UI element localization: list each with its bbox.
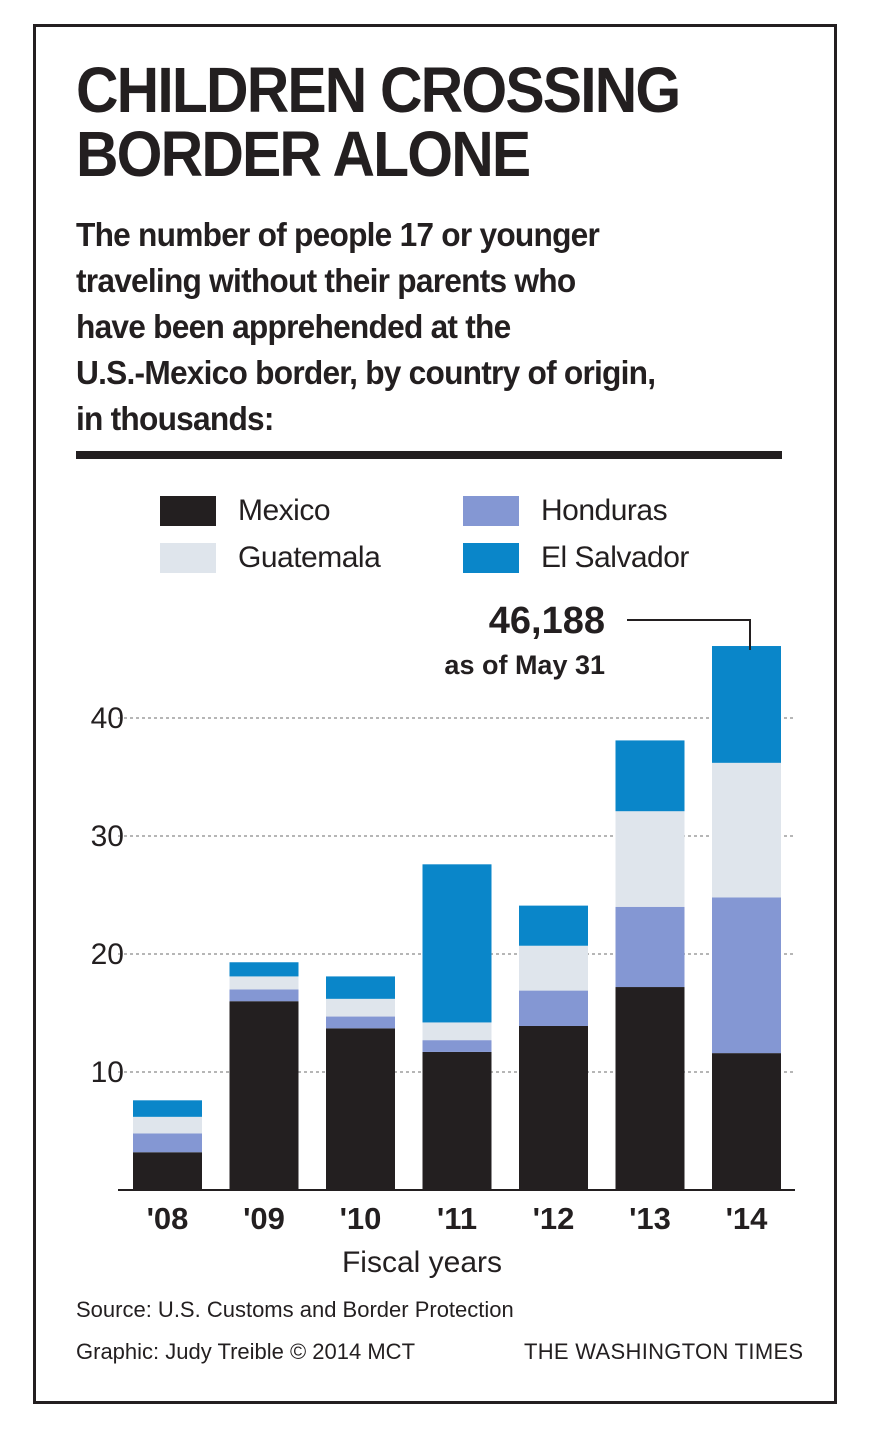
y-tick-label-10: 10 <box>91 1056 124 1089</box>
subtitle-line-2: traveling without their parents who <box>76 262 576 299</box>
bar-guatemala-08 <box>133 1116 202 1134</box>
bar-guatemala-10 <box>326 998 395 1017</box>
bar-guatemala-11 <box>422 1022 492 1041</box>
bar-el-salvador-10 <box>326 976 395 999</box>
bar-mexico-13 <box>615 987 685 1190</box>
bar-el-salvador-09 <box>229 962 299 977</box>
bar-honduras-10 <box>326 1016 395 1029</box>
bar-honduras-11 <box>422 1040 492 1052</box>
y-tick-label-40: 40 <box>91 702 124 735</box>
bar-mexico-11 <box>422 1051 492 1190</box>
subtitle-line-5: in thousands: <box>76 400 274 437</box>
y-tick-labels: 10 20 30 40 <box>91 702 124 1089</box>
x-tick-label-13: '13 <box>629 1201 671 1236</box>
total-callout: 46,188 as of May 31 <box>444 600 751 680</box>
bar-el-salvador-13 <box>615 740 685 812</box>
legend-label-honduras: Honduras <box>541 494 668 527</box>
stacked-bar-chart: 10 20 30 40 '08 '09 '10 '11 '12 '13 '14 Fiscal ye… <box>91 600 795 1279</box>
bar-mexico-12 <box>519 1025 588 1190</box>
x-tick-label-14: '14 <box>726 1201 769 1236</box>
bar-el-salvador-08 <box>133 1100 202 1117</box>
title-line-1: CHILDREN CROSSING <box>76 54 681 126</box>
bar-el-salvador-12 <box>519 905 588 946</box>
bar-guatemala-14 <box>712 762 781 898</box>
bar-el-salvador-11 <box>422 864 492 1023</box>
title-line-2: BORDER ALONE <box>76 118 531 190</box>
legend-swatch-honduras <box>463 496 519 526</box>
callout-value: 46,188 <box>489 600 605 642</box>
bar-honduras-08 <box>133 1133 202 1153</box>
x-tick-label-09: '09 <box>243 1201 285 1236</box>
bar-el-salvador-14 <box>712 646 781 763</box>
legend-swatch-el-salvador <box>463 543 519 573</box>
x-tick-label-12: '12 <box>533 1201 575 1236</box>
subtitle-line-1: The number of people 17 or younger <box>76 216 600 253</box>
x-tick-labels: '08 '09 '10 '11 '12 '13 '14 <box>147 1201 769 1236</box>
legend-swatch-guatemala <box>160 543 216 573</box>
x-axis-title: Fiscal years <box>342 1246 502 1279</box>
source-note: Source: U.S. Customs and Border Protecti… <box>76 1297 514 1322</box>
x-tick-label-08: '08 <box>147 1201 189 1236</box>
bars <box>133 646 781 1190</box>
bar-honduras-09 <box>229 989 299 1002</box>
legend-label-el-salvador: El Salvador <box>541 541 689 574</box>
legend-label-mexico: Mexico <box>238 494 331 527</box>
callout-leader-line <box>627 619 751 650</box>
legend-swatch-mexico <box>160 496 216 526</box>
publisher-name: THE WASHINGTON TIMES <box>524 1339 804 1364</box>
bar-honduras-14 <box>712 897 781 1054</box>
callout-note: as of May 31 <box>444 650 605 680</box>
graphic-credit: Graphic: Judy Treible © 2014 MCT <box>76 1339 416 1364</box>
bar-honduras-12 <box>519 990 588 1026</box>
bar-guatemala-13 <box>615 811 685 907</box>
chart-subtitle: The number of people 17 or younger trave… <box>76 212 806 442</box>
bar-mexico-09 <box>229 1001 299 1190</box>
bar-guatemala-09 <box>229 976 299 990</box>
x-tick-label-10: '10 <box>340 1201 382 1236</box>
bar-mexico-08 <box>133 1152 202 1190</box>
chart-title: CHILDREN CROSSING BORDER ALONE <box>76 58 757 186</box>
subtitle-line-4: U.S.-Mexico border, by country of origin… <box>76 354 656 391</box>
bar-mexico-14 <box>712 1053 781 1190</box>
bar-honduras-13 <box>615 906 685 988</box>
header-rule <box>76 451 782 459</box>
bar-mexico-10 <box>326 1028 395 1190</box>
subtitle-line-3: have been apprehended at the <box>76 308 511 345</box>
legend-label-guatemala: Guatemala <box>238 541 381 574</box>
bar-guatemala-12 <box>519 945 588 991</box>
x-tick-label-11: '11 <box>437 1201 477 1236</box>
y-tick-label-30: 30 <box>91 820 124 853</box>
y-tick-label-20: 20 <box>91 938 124 971</box>
